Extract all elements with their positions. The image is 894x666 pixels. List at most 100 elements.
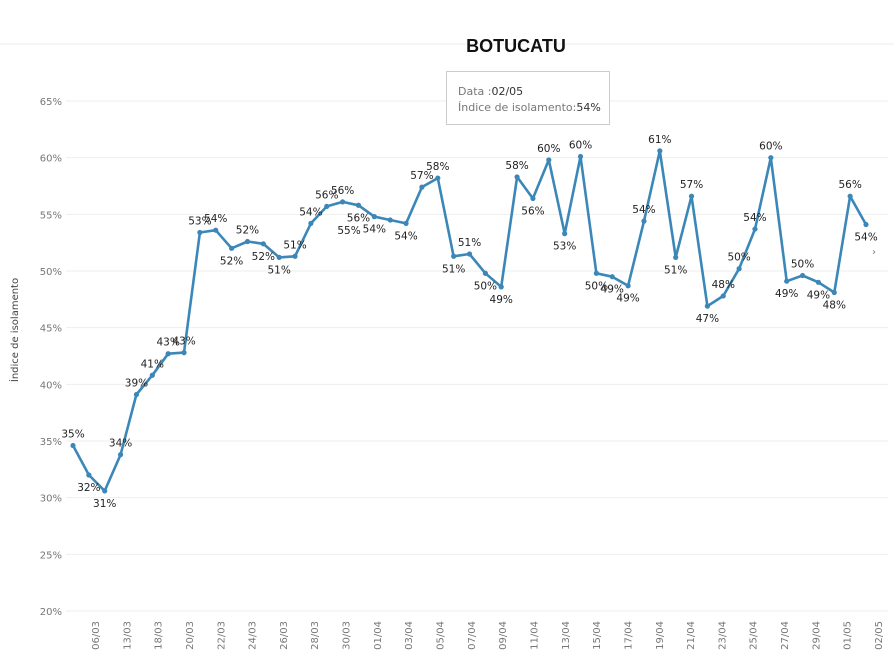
data-point[interactable] (815, 279, 822, 285)
data-point[interactable] (720, 293, 726, 299)
data-point[interactable] (673, 254, 679, 260)
y-tick-label: 50% (40, 267, 62, 278)
data-point[interactable] (213, 227, 219, 233)
data-point[interactable] (229, 245, 235, 251)
x-tick-label: 24/03 (248, 621, 259, 650)
data-point[interactable] (117, 452, 124, 458)
data-point[interactable] (546, 157, 552, 163)
data-point[interactable] (784, 278, 790, 284)
data-point[interactable] (149, 372, 155, 378)
data-point[interactable] (863, 221, 869, 228)
data-points (70, 148, 869, 494)
x-tick-label: 13/04 (561, 621, 572, 650)
data-point[interactable] (498, 284, 504, 290)
data-point[interactable] (482, 270, 488, 276)
data-label: 49% (775, 288, 798, 300)
data-label: 61% (648, 134, 671, 146)
tooltip-index-value: 54% (576, 101, 601, 114)
tooltip-date-label: Data : (458, 85, 492, 98)
x-tick-label: 29/04 (811, 621, 822, 650)
data-point[interactable] (752, 226, 758, 232)
x-tick-label: 02/05 (874, 621, 885, 650)
data-label: 51% (458, 237, 481, 249)
data-label: 57% (410, 170, 433, 182)
data-point[interactable] (165, 351, 171, 357)
tooltip-date-value: 02/05 (491, 85, 524, 98)
data-label: 60% (569, 140, 592, 152)
data-point[interactable] (70, 442, 76, 449)
data-point[interactable] (657, 148, 663, 154)
y-tick-label: 25% (40, 550, 62, 561)
data-labels: 35%32%31%34%39%41%43%43%53%54%52%52%52%5… (61, 134, 877, 510)
data-point[interactable] (340, 199, 346, 205)
data-point[interactable] (466, 251, 473, 257)
data-point[interactable] (641, 218, 647, 224)
data-point[interactable] (86, 472, 92, 478)
data-point[interactable] (292, 253, 298, 259)
data-label: 52% (252, 251, 275, 263)
data-point[interactable] (530, 195, 536, 202)
data-point[interactable] (181, 350, 187, 356)
tooltip-date-row: Data :02/05 (458, 84, 609, 100)
data-label: 54% (363, 224, 386, 236)
data-point[interactable] (562, 231, 568, 237)
data-label: 49% (490, 294, 513, 306)
data-point[interactable] (324, 203, 330, 209)
data-point[interactable] (419, 184, 425, 190)
series-polyline (71, 149, 868, 493)
data-label: 31% (93, 498, 116, 510)
x-tick-label: 27/04 (780, 621, 791, 650)
x-axis-ticks: 06/03 13/03 18/03 20/03 22/03 24/03 26/03 28/03… (91, 621, 885, 650)
chart-title: BOTUCATU (466, 36, 566, 56)
data-point[interactable] (308, 220, 314, 226)
data-point[interactable] (609, 274, 615, 280)
data-label: 58% (505, 160, 528, 172)
data-label: 56% (331, 185, 354, 197)
y-tick-label: 60% (40, 154, 62, 165)
data-point[interactable] (260, 241, 266, 247)
x-tick-label: 30/03 (342, 621, 353, 650)
data-point[interactable] (593, 270, 599, 276)
data-label: 54% (299, 206, 322, 218)
data-label: 50% (474, 280, 497, 292)
y-tick-label: 55% (40, 210, 62, 221)
data-label: 60% (537, 143, 560, 155)
data-point[interactable] (197, 229, 203, 236)
data-point[interactable] (577, 153, 584, 160)
data-point[interactable] (435, 175, 441, 181)
data-point[interactable] (403, 220, 409, 226)
data-point[interactable] (768, 155, 774, 161)
data-point[interactable] (847, 193, 853, 199)
data-label: 50% (727, 252, 750, 264)
data-point[interactable] (371, 214, 377, 220)
data-point[interactable] (451, 253, 457, 259)
x-tick-label: 03/04 (404, 621, 415, 650)
data-label: 54% (854, 232, 877, 244)
data-point[interactable] (799, 272, 806, 279)
y-axis-ticks: 20% 25% 30% 35% 40% 45% 50% 55% 60% 65% (40, 97, 62, 618)
data-point[interactable] (244, 238, 251, 245)
data-point[interactable] (736, 266, 742, 272)
y-tick-label: 65% (40, 97, 62, 108)
data-point[interactable] (704, 303, 711, 309)
data-point[interactable] (102, 488, 108, 494)
data-point[interactable] (355, 202, 362, 208)
data-label: 51% (442, 263, 465, 275)
data-label: 53% (188, 215, 211, 227)
data-label: 53% (553, 241, 576, 253)
scroll-indicator-icon[interactable]: › (872, 247, 876, 258)
x-tick-label: 20/03 (185, 621, 196, 650)
data-point[interactable] (133, 391, 140, 398)
data-point[interactable] (625, 283, 631, 289)
data-point[interactable] (276, 254, 282, 260)
data-point[interactable] (688, 193, 695, 199)
data-label: 54% (632, 204, 655, 216)
data-label: 56% (521, 205, 544, 217)
data-point[interactable] (387, 217, 393, 223)
x-tick-label: 22/03 (216, 621, 227, 650)
data-label: 32% (77, 482, 100, 494)
data-label: 56% (315, 189, 338, 201)
y-tick-label: 40% (40, 380, 62, 391)
data-point[interactable] (514, 174, 520, 180)
data-point[interactable] (831, 289, 837, 296)
